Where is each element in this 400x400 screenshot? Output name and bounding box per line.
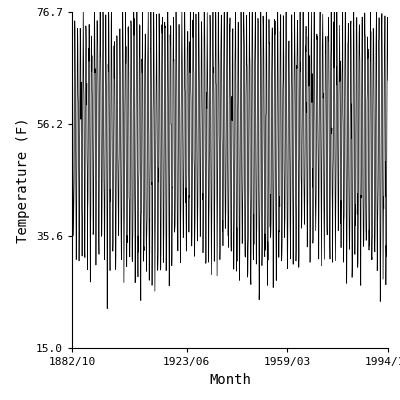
X-axis label: Month: Month: [209, 372, 251, 386]
Y-axis label: Temperature (F): Temperature (F): [16, 117, 30, 243]
